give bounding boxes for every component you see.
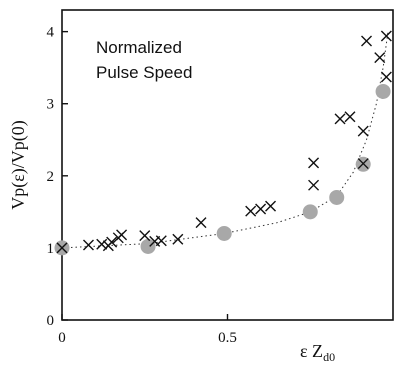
- cross-point: [82, 239, 94, 251]
- y-tick-label: 0: [47, 313, 55, 329]
- cross-point: [245, 205, 257, 217]
- circle-point: [140, 238, 156, 254]
- annotation-line-1: Normalized: [96, 38, 182, 57]
- x-axis-label: ε Zd0: [300, 341, 335, 364]
- cross-point: [56, 242, 68, 254]
- cross-point: [357, 158, 369, 170]
- y-tick-label: 3: [47, 97, 55, 113]
- y-tick-label: 2: [47, 169, 55, 185]
- y-axis-label: Vp(ε)/Vp(0): [8, 120, 29, 210]
- cross-point: [265, 200, 277, 212]
- x-tick-label: 0.5: [218, 330, 237, 346]
- circle-point: [216, 225, 232, 241]
- cross-point: [344, 111, 356, 123]
- cross-point: [357, 125, 369, 137]
- annotation-line-2: Pulse Speed: [96, 63, 192, 82]
- cross-point: [139, 230, 151, 242]
- cross-point: [361, 35, 373, 47]
- cross-point: [334, 113, 346, 125]
- cross-point: [308, 157, 320, 169]
- y-tick-label: 4: [47, 25, 55, 41]
- x-axis-label-main: ε Z: [300, 341, 323, 361]
- circle-point: [329, 189, 345, 205]
- cross-point: [380, 71, 392, 83]
- cross-point: [116, 229, 128, 241]
- cross-point: [308, 179, 320, 191]
- x-tick-label: 0: [58, 330, 66, 346]
- circle-point: [375, 83, 391, 99]
- data-marks: [54, 30, 392, 256]
- cross-point: [195, 217, 207, 229]
- x-axis-label-subscript: d0: [323, 350, 335, 364]
- cross-point: [374, 52, 386, 64]
- axis-ticks: 0 1 2 3 4 0 0.5: [47, 25, 237, 346]
- cross-point: [255, 203, 267, 215]
- cross-point: [380, 30, 392, 42]
- cross-point: [155, 235, 167, 247]
- y-tick-label: 1: [47, 241, 55, 257]
- cross-point: [106, 236, 118, 248]
- cross-point: [172, 233, 184, 245]
- cross-point: [96, 238, 108, 250]
- circle-point: [302, 204, 318, 220]
